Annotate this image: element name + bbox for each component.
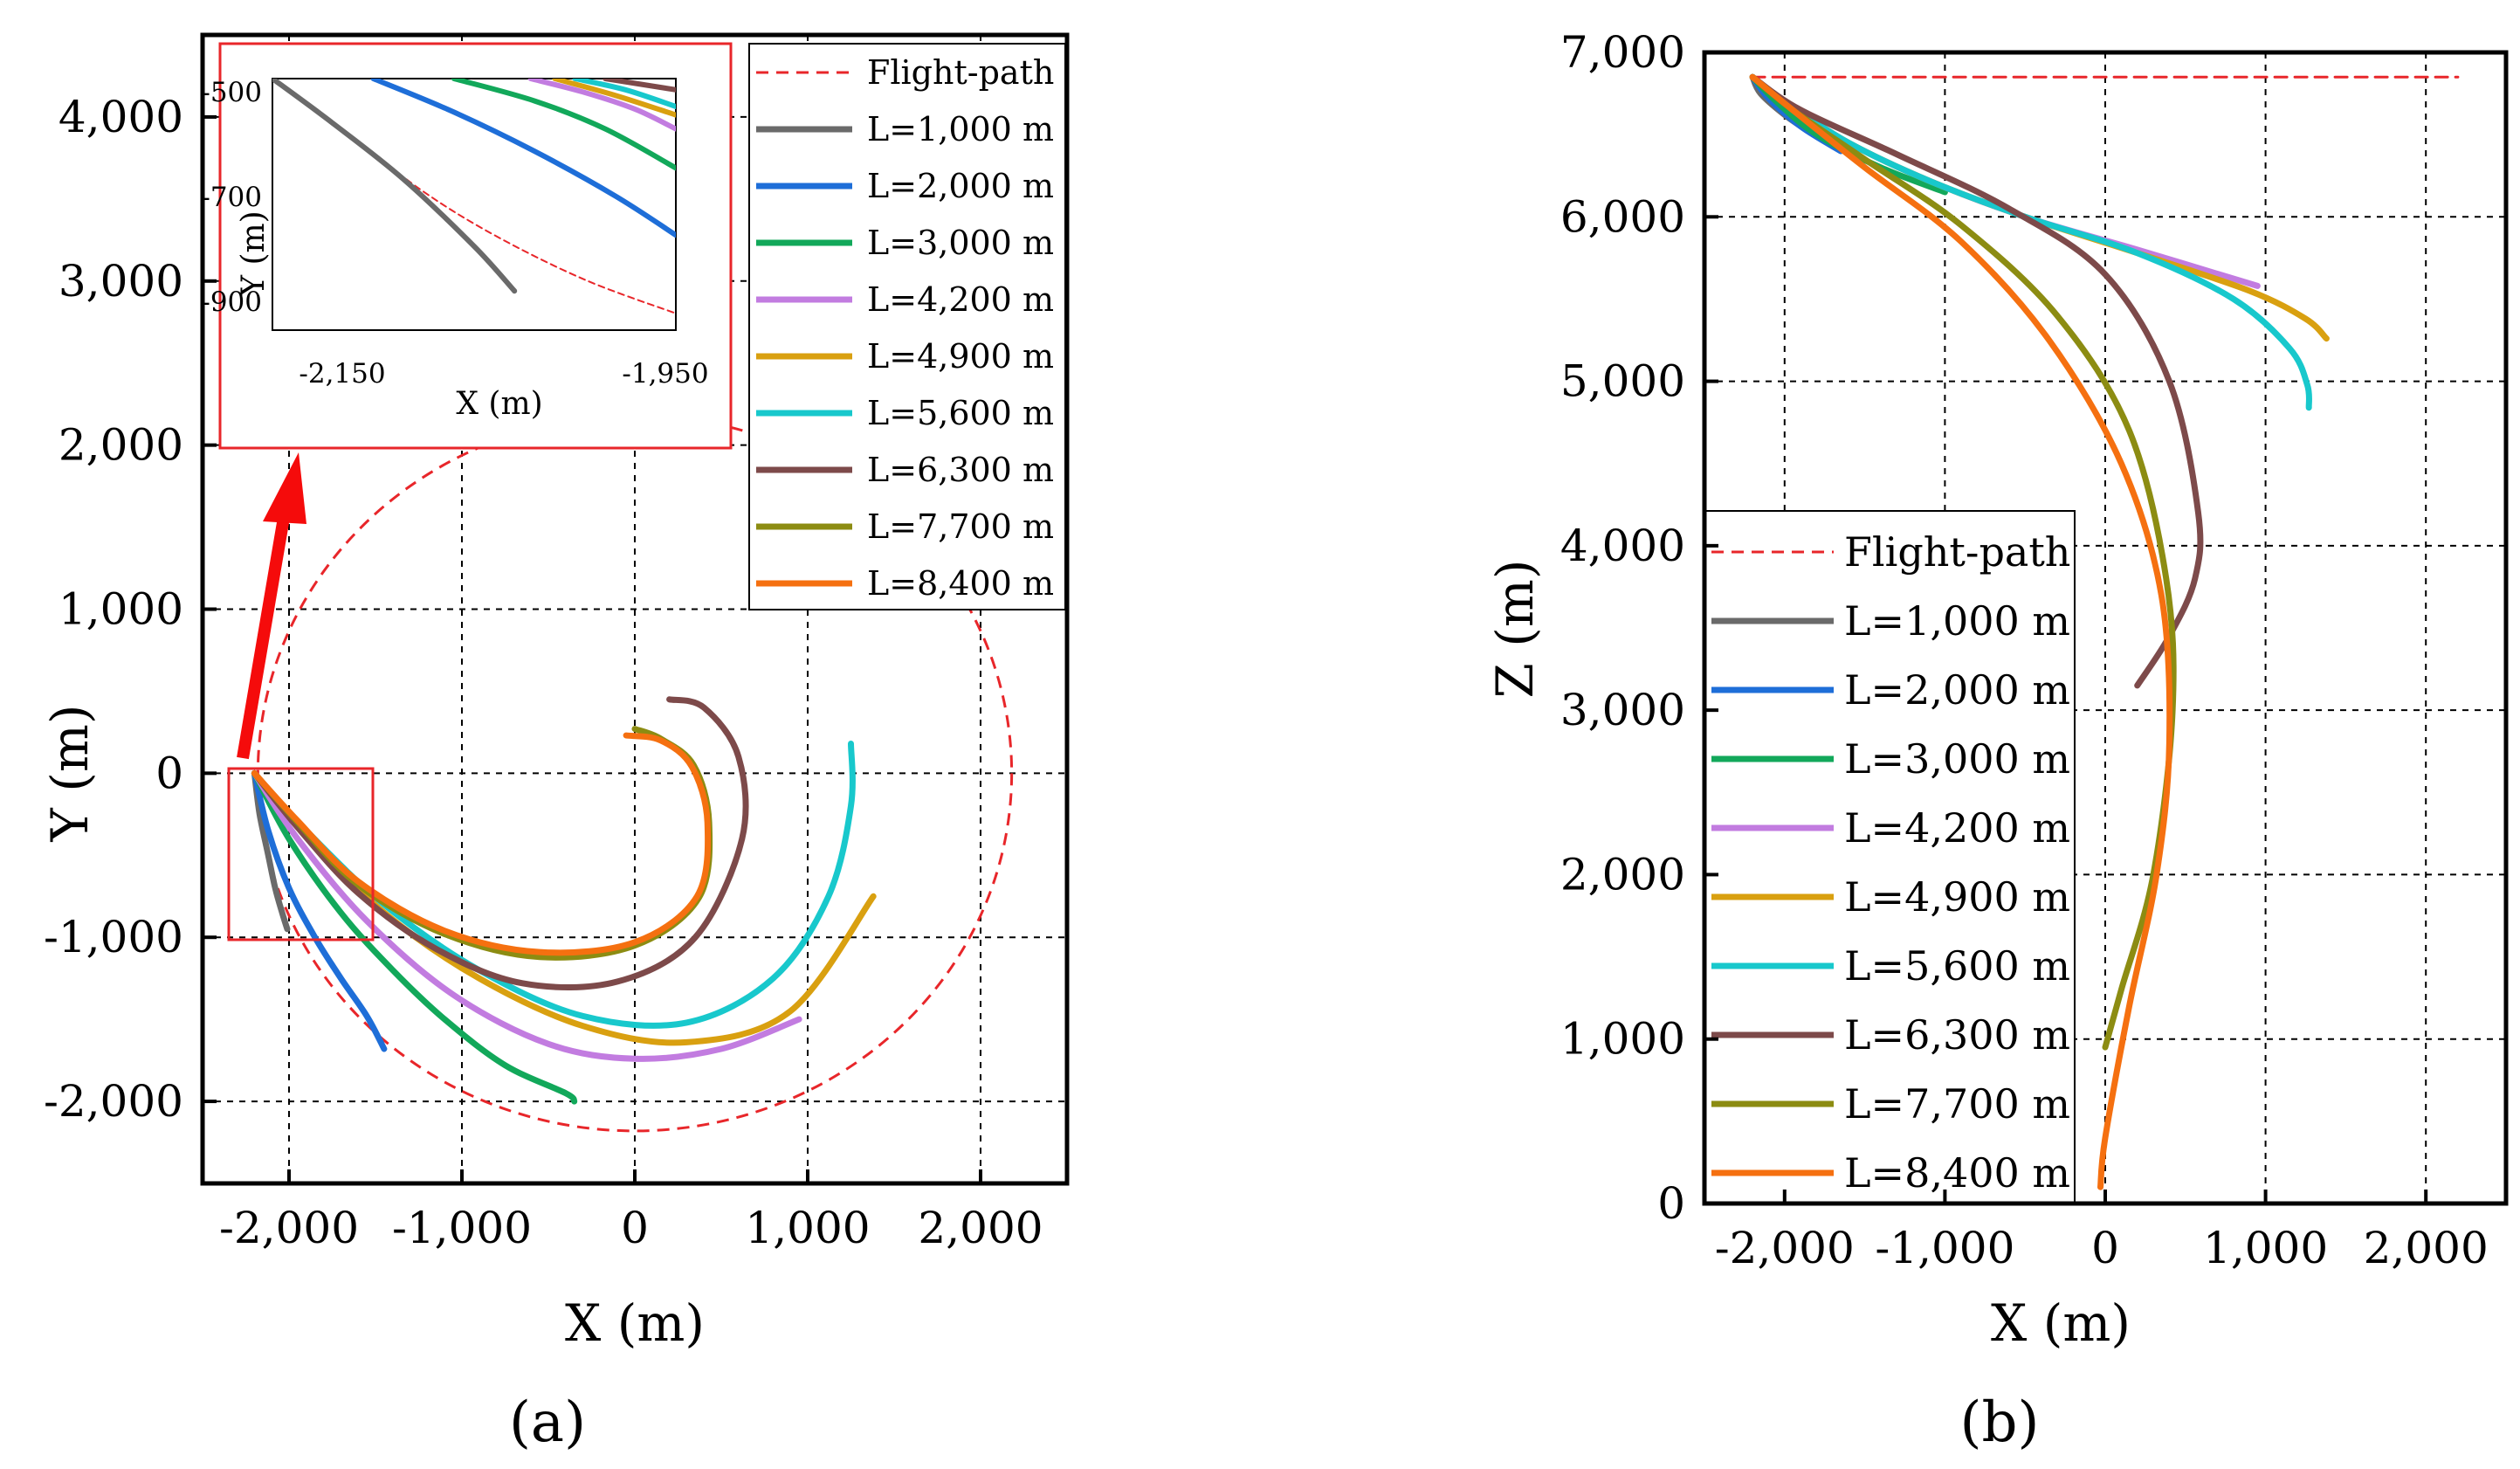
zoom-region-box xyxy=(227,767,375,941)
series-line xyxy=(1749,73,2204,689)
panel-b-series xyxy=(1749,73,2460,1190)
x-tick-label: 1,000 xyxy=(2203,1223,2328,1273)
inset-series-line xyxy=(272,79,518,294)
x-tick-label: -2,000 xyxy=(1715,1223,1855,1273)
series-line xyxy=(251,769,578,1105)
inset-series xyxy=(272,79,676,314)
legend-entry: L=3,000 m xyxy=(1844,735,2070,783)
y-tick-label: 0 xyxy=(155,748,183,798)
legend-entry: L=7,700 m xyxy=(867,507,1054,546)
x-tick-label: -2,000 xyxy=(219,1203,359,1253)
legend-entry: L=5,600 m xyxy=(1844,942,2070,990)
inset-xlabel: X (m) xyxy=(456,386,542,422)
inset-xtick-label: -1,950 xyxy=(622,358,708,390)
y-tick-label: 4,000 xyxy=(59,92,183,142)
panel-a: -2,000 -1,000 0 1,000 2,000 -2,000 -1,000 0 1,00… xyxy=(40,32,1070,1455)
legend-entry: L=1,000 m xyxy=(867,110,1054,148)
legend-entry: L=4,200 m xyxy=(867,280,1054,319)
inset-series-line xyxy=(552,79,676,118)
inset-series-line xyxy=(602,79,676,93)
legend-entry: Flight-path xyxy=(1844,528,2070,576)
series-line xyxy=(251,769,388,1052)
y-tick-label: 4,000 xyxy=(1560,521,1685,571)
inset-series-line xyxy=(370,79,676,238)
legend-entry: L=3,000 m xyxy=(867,224,1054,262)
series-line xyxy=(251,769,802,1062)
legend-box xyxy=(1704,510,2076,1204)
y-tick-label: 3,000 xyxy=(59,256,183,307)
zoom-arrowhead xyxy=(263,452,306,524)
series-line xyxy=(251,696,749,991)
x-tick-label: 2,000 xyxy=(2364,1223,2489,1273)
inset-xtick-label: -2,150 xyxy=(299,358,385,390)
panel-b-ylabel: Z (m) xyxy=(1485,560,1545,699)
panel-a-caption: (a) xyxy=(509,1390,586,1455)
legend-entry: L=4,900 m xyxy=(1844,873,2070,921)
inset-plot-area xyxy=(272,78,677,331)
panel-b: Flight-path L=1,000 m L=2,000 m L=3,000 m L=… xyxy=(1485,27,2509,1455)
legend-entry: L=4,200 m xyxy=(1844,804,2070,852)
legend-entry: L=6,300 m xyxy=(1844,1011,2070,1059)
legend-entry: L=4,900 m xyxy=(867,337,1054,376)
inset-ytick-label: -900 xyxy=(201,286,262,318)
y-tick-label: 1,000 xyxy=(59,584,183,635)
legend-entry: L=6,300 m xyxy=(867,451,1054,489)
y-tick-label: -1,000 xyxy=(44,912,183,962)
panel-a-ylabel: Y (m) xyxy=(40,705,100,843)
zoom-arrow xyxy=(237,500,293,760)
panel-a-ticks: -2,000 -1,000 0 1,000 2,000 -2,000 -1,000 0 1,00… xyxy=(44,92,1043,1253)
series-line xyxy=(251,769,877,1046)
legend-box xyxy=(748,43,1066,610)
series-line xyxy=(1749,73,2177,1051)
y-tick-label: 5,000 xyxy=(1560,356,1685,407)
inset-ytick-label: -500 xyxy=(201,77,262,108)
series-line xyxy=(251,769,291,933)
legend-entry: L=1,000 m xyxy=(1844,597,2070,645)
y-tick-label: 0 xyxy=(1657,1178,1685,1229)
x-tick-label: -1,000 xyxy=(1875,1223,2014,1273)
x-tick-label: -1,000 xyxy=(392,1203,532,1253)
series-line xyxy=(251,732,712,956)
inset-ylabel: Y (m) xyxy=(236,210,272,296)
inset-series-line xyxy=(572,79,676,109)
legend-entry: L=7,700 m xyxy=(1844,1080,2070,1128)
x-tick-label: 2,000 xyxy=(918,1203,1043,1253)
legend-entry: L=8,400 m xyxy=(867,564,1054,603)
legend-entry: Flight-path xyxy=(867,53,1054,92)
panel-b-legend: Flight-path L=1,000 m L=2,000 m L=3,000 m L=… xyxy=(1704,510,2076,1204)
x-tick-label: 1,000 xyxy=(745,1203,870,1253)
y-tick-label: 7,000 xyxy=(1560,27,1685,78)
inset-series-line xyxy=(451,79,676,171)
x-tick-label: 0 xyxy=(2091,1223,2119,1273)
y-tick-label: 6,000 xyxy=(1560,191,1685,242)
legend-entry: L=5,600 m xyxy=(867,394,1054,432)
y-tick-label: 2,000 xyxy=(1560,849,1685,900)
series-line xyxy=(1749,73,2173,1190)
panel-b-xlabel: X (m) xyxy=(1991,1293,2131,1353)
panel-a-legend: Flight-path L=1,000 m L=2,000 m L=3,000 m L=… xyxy=(748,43,1066,610)
inset-ytick-label: -700 xyxy=(201,182,262,213)
y-tick-label: 1,000 xyxy=(1560,1014,1685,1065)
y-tick-label: -2,000 xyxy=(44,1076,183,1127)
x-tick-label: 0 xyxy=(621,1203,649,1253)
inset-series-line xyxy=(527,79,676,132)
panel-a-xlabel: X (m) xyxy=(565,1293,705,1353)
panel-b-caption: (b) xyxy=(1960,1390,2040,1455)
panel-b-ticks: -2,000 -1,000 0 1,000 2,000 0 1,000 2,000 3,000 4… xyxy=(1560,27,2489,1273)
legend-entry: L=8,400 m xyxy=(1844,1149,2070,1197)
legend-entry: L=2,000 m xyxy=(867,167,1054,205)
series-line xyxy=(1749,73,2313,411)
y-tick-label: 3,000 xyxy=(1560,685,1685,735)
legend-entry: L=2,000 m xyxy=(1844,666,2070,714)
series-line xyxy=(1749,73,2261,289)
inset: -500 -700 -900 -2,150 -1,950 X (m) Y (m) xyxy=(201,42,733,450)
y-tick-label: 2,000 xyxy=(59,420,183,471)
